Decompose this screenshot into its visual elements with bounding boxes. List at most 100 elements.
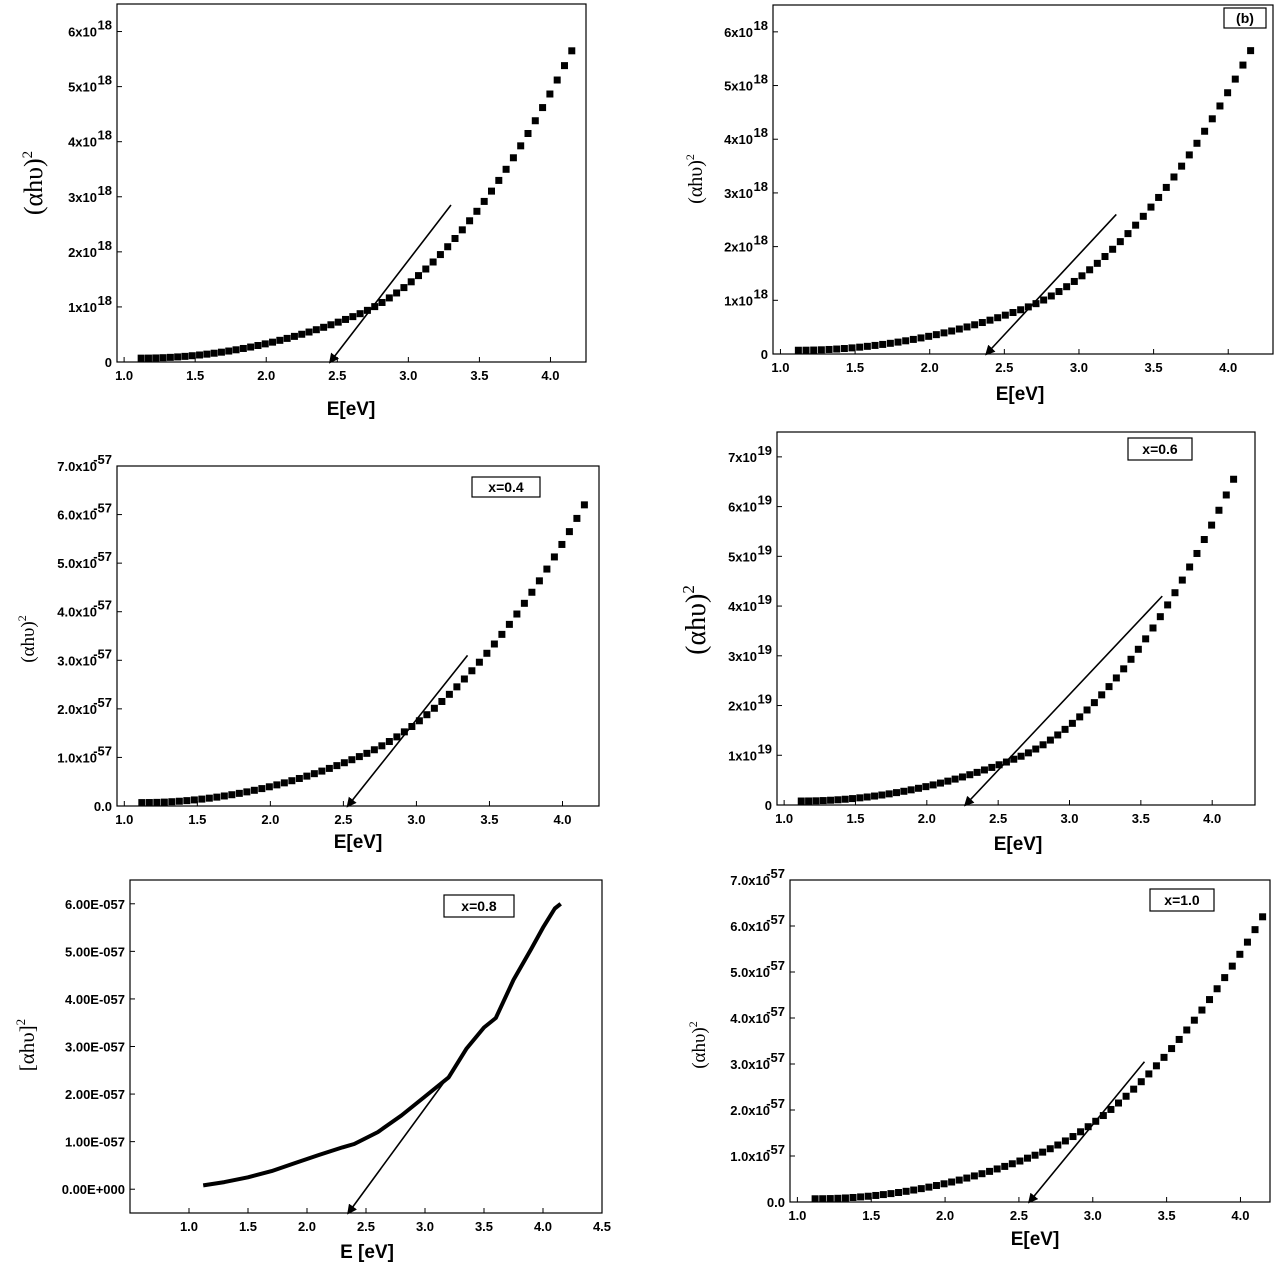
data-point	[794, 346, 802, 354]
data-point	[550, 553, 558, 561]
data-point	[1120, 665, 1128, 673]
x-tick-label: 2.5	[334, 812, 352, 827]
data-point	[1175, 1035, 1183, 1043]
data-point	[210, 349, 218, 357]
data-point	[1068, 719, 1076, 727]
y-tick-exponent: 18	[754, 72, 768, 87]
data-point	[513, 610, 521, 618]
data-point	[340, 759, 348, 767]
x-tick-label: 1.0	[180, 1219, 198, 1234]
data-point	[802, 346, 810, 354]
data-point	[971, 321, 979, 329]
data-point	[1259, 913, 1267, 921]
x-tick-label: 4.0	[541, 368, 559, 383]
y-tick-label: 1.00E-057	[65, 1135, 125, 1150]
data-point	[863, 342, 871, 350]
y-tick-label: 4x10	[728, 599, 757, 614]
data-point	[1069, 1133, 1077, 1141]
tangent-arrow	[347, 1075, 450, 1215]
data-point	[973, 768, 981, 776]
data-point	[1054, 731, 1062, 739]
data-point	[429, 258, 437, 266]
data-point	[400, 284, 408, 292]
data-point	[370, 746, 378, 754]
panel-label-box	[443, 894, 515, 918]
x-tick-label: 3.0	[1084, 1208, 1102, 1223]
x-tick-label: 3.5	[475, 1219, 493, 1234]
data-point	[1156, 613, 1164, 621]
y-tick-exponent: 18	[754, 233, 768, 248]
y-tick-label: 1.0x10	[57, 750, 97, 765]
data-point	[900, 787, 908, 795]
data-point	[951, 775, 959, 783]
data-point	[1200, 536, 1208, 544]
x-tick-label: 3.5	[470, 368, 488, 383]
data-point	[1024, 749, 1032, 757]
data-point	[159, 354, 167, 362]
data-point	[1083, 706, 1091, 714]
data-point	[910, 1186, 918, 1194]
plot-frame	[116, 3, 587, 363]
y-tick-exponent: -57	[93, 743, 112, 758]
data-point	[213, 793, 221, 801]
y-tick-label: 5x10	[68, 80, 97, 95]
data-point	[917, 1185, 925, 1193]
y-tick-exponent: 18	[754, 286, 768, 301]
data-point	[239, 344, 247, 352]
panel-label: x=0.8	[461, 898, 497, 914]
x-tick-label: 2.0	[261, 812, 279, 827]
y-ticks: 0.01.0x10-572.0x10-573.0x10-574.0x10-575…	[730, 866, 795, 1210]
x-axis-label: E [eV]	[340, 1242, 394, 1263]
x-tick-label: 3.5	[480, 812, 498, 827]
data-point	[1105, 683, 1113, 691]
data-point	[879, 340, 887, 348]
data-point	[451, 234, 459, 242]
data-point	[872, 1191, 880, 1199]
data-point	[1122, 1092, 1130, 1100]
data-point	[254, 342, 262, 350]
x-tick-label: 3.0	[399, 368, 417, 383]
data-point	[298, 330, 306, 338]
data-point	[819, 797, 827, 805]
y-tick-label: 6x10	[728, 500, 757, 515]
y-tick-exponent: 18	[98, 18, 112, 33]
data-point	[288, 777, 296, 785]
data-point	[917, 334, 925, 342]
y-tick-exponent: -57	[93, 598, 112, 613]
x-tick-label: 1.0	[771, 360, 789, 375]
x-tick-label: 3.0	[1070, 360, 1088, 375]
x-tick-label: 1.0	[115, 812, 133, 827]
data-point	[1222, 491, 1230, 499]
data-point	[1046, 736, 1054, 744]
data-point	[833, 345, 841, 353]
data-point	[303, 772, 311, 780]
data-point	[217, 348, 225, 356]
data-point	[966, 771, 974, 779]
data-point	[826, 1195, 834, 1203]
data-point	[573, 514, 581, 522]
x-tick-label: 4.0	[553, 812, 571, 827]
y-axis-label: [αhυ]2	[13, 1019, 39, 1071]
x-tick-label: 2.5	[989, 811, 1007, 826]
x-tick-label: 3.5	[1145, 360, 1163, 375]
data-point	[422, 265, 430, 273]
y-tick-exponent: -57	[766, 1050, 785, 1065]
data-point	[502, 165, 510, 173]
data-point	[1243, 938, 1251, 946]
y-tick-label: 0.0	[94, 799, 112, 814]
data-point	[1101, 253, 1109, 261]
data-point	[929, 781, 937, 789]
y-tick-label: 5.0x10	[730, 965, 770, 980]
data-point	[290, 332, 298, 340]
data-point	[1039, 1148, 1047, 1156]
data-point	[925, 1183, 933, 1191]
data-point	[1127, 655, 1135, 663]
x-axis-label: E[eV]	[1011, 1229, 1060, 1250]
y-tick-exponent: -57	[766, 1142, 785, 1157]
data-point	[220, 792, 228, 800]
data-point	[841, 795, 849, 803]
data-point	[955, 1176, 963, 1184]
data-point	[269, 338, 277, 346]
data-point	[258, 785, 266, 793]
